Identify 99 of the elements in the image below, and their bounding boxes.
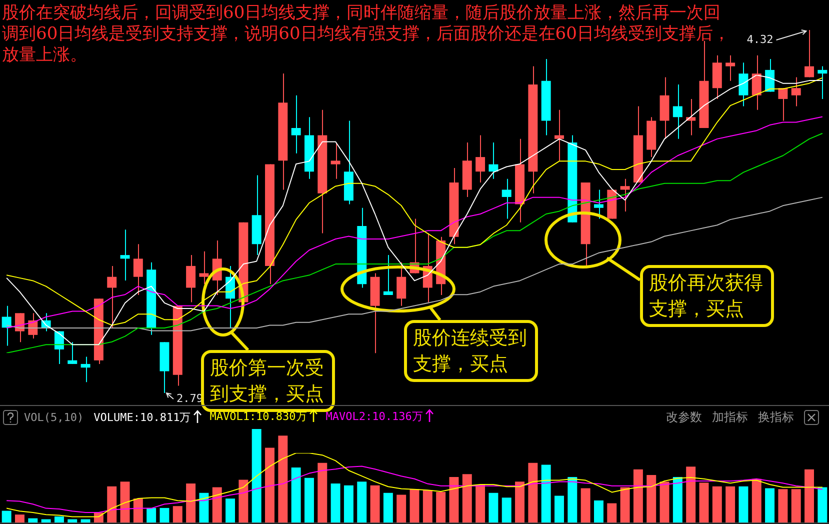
bar (330, 484, 340, 523)
candlestick (186, 254, 196, 303)
bar (528, 462, 538, 523)
candlestick (488, 142, 498, 180)
bar (212, 487, 222, 523)
bar (672, 476, 682, 523)
bar (699, 482, 709, 523)
bar (252, 429, 262, 523)
candlestick (291, 94, 301, 154)
text: 加指标 (712, 408, 748, 426)
bar (462, 474, 472, 523)
bar (226, 498, 236, 523)
candlestick (778, 88, 788, 122)
bar (344, 485, 354, 523)
bar (620, 487, 630, 523)
candlestick (672, 84, 682, 140)
bar (804, 469, 814, 523)
bar (278, 436, 288, 523)
candlestick (726, 54, 736, 82)
bar (646, 475, 656, 523)
candlestick (554, 109, 564, 162)
bar (791, 489, 801, 523)
candlestick (476, 134, 486, 183)
legend-label: MAVOL1:10.830万 (210, 408, 307, 424)
bar (318, 462, 328, 523)
bar (160, 508, 170, 523)
legend-label: MAVOL2:10.136万 (326, 408, 423, 424)
bar (80, 519, 90, 523)
bar (476, 484, 486, 523)
bar (410, 489, 420, 523)
candlestick (752, 54, 762, 110)
bar (54, 516, 64, 523)
bar (660, 482, 670, 523)
bar (712, 486, 722, 523)
text: VOLUME:10.811万 (94, 410, 191, 424)
candlestick (818, 66, 828, 100)
annotation: 4.32 (746, 32, 774, 46)
candlestick (133, 244, 143, 296)
candlestick (738, 62, 748, 107)
bar (422, 490, 432, 523)
bar (752, 478, 762, 523)
candlestick (791, 76, 801, 107)
bar (199, 492, 209, 523)
candlestick (804, 30, 814, 78)
text: 改参数 (666, 408, 702, 426)
candlestick (68, 342, 78, 364)
candlestick (502, 178, 512, 220)
candlestick (15, 312, 24, 343)
candlestick (620, 178, 630, 212)
bar (778, 489, 788, 523)
bar (383, 492, 393, 523)
bar (568, 476, 578, 523)
bar (594, 500, 604, 523)
bar (2, 510, 12, 523)
bar (765, 488, 775, 523)
candlestick (80, 356, 90, 383)
bar (818, 487, 828, 523)
bar (146, 508, 156, 523)
bar (633, 469, 643, 523)
bar (515, 482, 525, 523)
bar (186, 484, 196, 523)
candlestick (396, 262, 406, 306)
bar (541, 464, 551, 523)
bar (41, 519, 51, 523)
bar (107, 486, 117, 523)
bar (607, 503, 617, 523)
bar (291, 468, 301, 523)
bar (172, 506, 182, 523)
candlestick (199, 250, 209, 285)
text: 换指标 (758, 408, 794, 426)
bar (370, 485, 380, 523)
bar (686, 466, 696, 523)
bar (449, 476, 459, 523)
bar (357, 482, 367, 523)
bar (738, 486, 748, 523)
chart-title: VOL(5,10) (24, 410, 84, 424)
bar (265, 448, 274, 523)
annotation: 股价再次获得支撑，买点 (640, 265, 774, 327)
candlestick (330, 142, 340, 180)
bar (502, 498, 512, 523)
bar (488, 492, 498, 523)
bar (133, 498, 143, 523)
bar (726, 486, 736, 523)
bar (15, 514, 24, 523)
candlestick (686, 98, 696, 136)
bar (554, 496, 564, 523)
bar (238, 480, 248, 523)
annotation: 股价连续受到支撑，买点 (404, 320, 538, 382)
candlestick (120, 229, 130, 281)
candlestick (383, 254, 393, 296)
candlestick (594, 189, 604, 220)
bar (304, 478, 314, 523)
bar (396, 494, 406, 523)
bar (436, 492, 446, 523)
bar (580, 488, 590, 523)
annotation: 股价在突破均线后，回调受到60日均线支撑，同时伴随缩量，随后股价放量上涨，然后再一次回调到60日均线是受到支持支撑，说明60日均线有强支撑，后面股价还是在60日均线受到支撑后，放量上涨。 (2, 3, 730, 66)
candlestick (107, 265, 117, 328)
bar (68, 519, 78, 523)
annotation: 股价第一次受到支撑，买点 (210, 357, 324, 405)
